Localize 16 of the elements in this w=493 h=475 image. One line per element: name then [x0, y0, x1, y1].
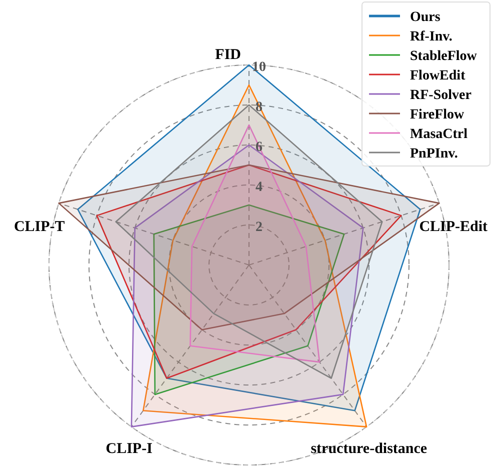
- spoke-label: structure-distance: [310, 440, 428, 457]
- y-tick-label: 2: [256, 220, 262, 235]
- spoke-label: FID: [215, 47, 242, 63]
- legend-label: MasaCtrl: [410, 127, 468, 142]
- legend-label: StableFlow: [410, 49, 478, 64]
- legend-label: FlowEdit: [410, 68, 466, 84]
- legend-label: RF-Solver: [410, 88, 472, 103]
- legend-label: PnPInv.: [410, 146, 458, 162]
- spoke-label: CLIP-Edit: [419, 219, 488, 236]
- y-tick-label: 4: [256, 180, 262, 195]
- y-tick-label: 10: [252, 60, 266, 75]
- spoke-label: CLIP-T: [14, 219, 65, 236]
- legend-label: Rf-Inv.: [410, 30, 452, 44]
- legend-label: Ours: [410, 10, 441, 25]
- spoke-label: CLIP-I: [106, 440, 153, 457]
- legend-label: FireFlow: [410, 108, 466, 122]
